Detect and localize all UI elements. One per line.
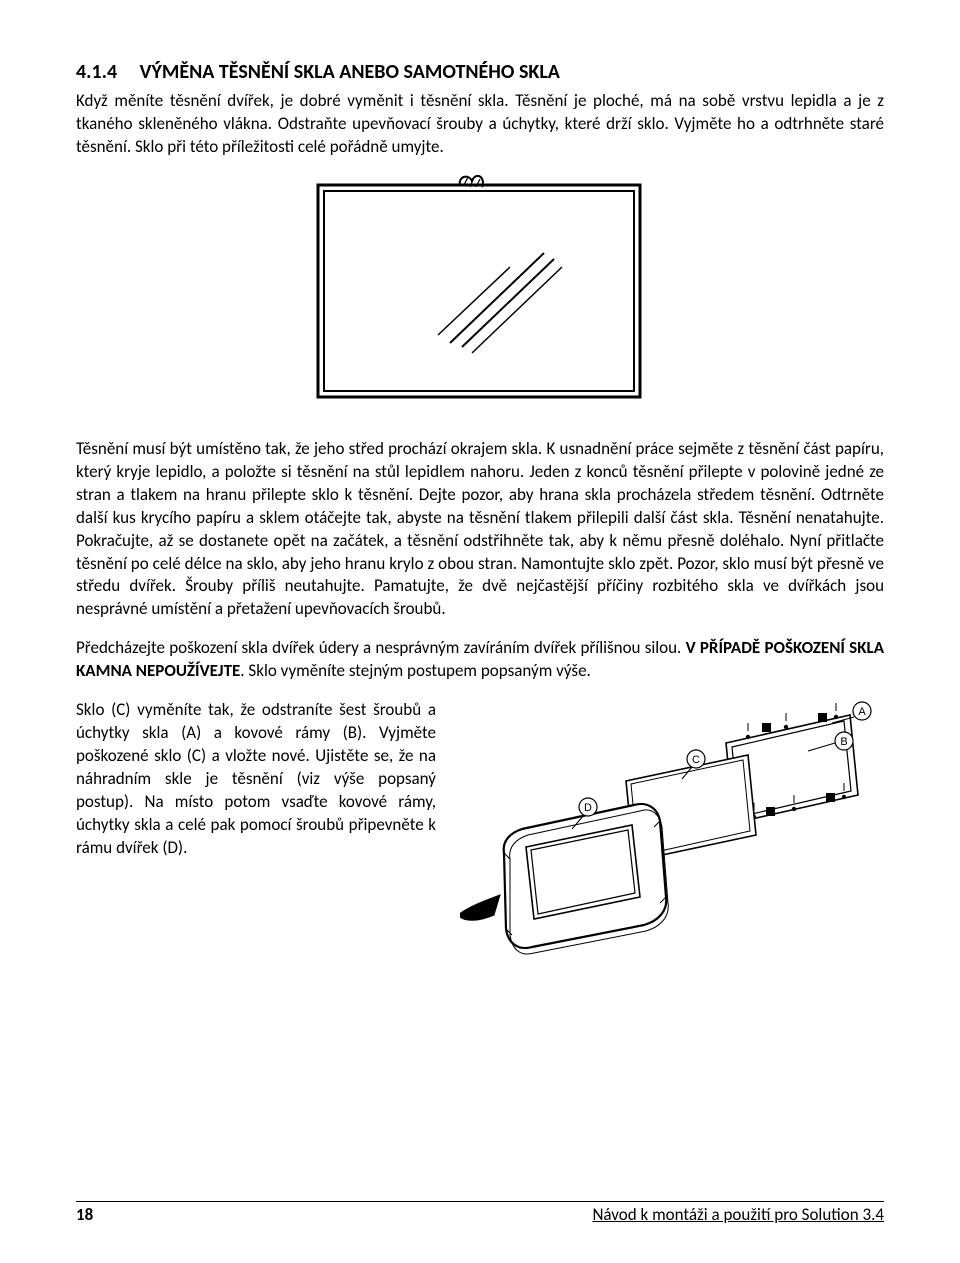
figure-exploded: A B C [460,699,884,964]
section-title: VÝMĚNA TĚSNĚNÍ SKLA ANEBO SAMOTNÉHO SKLA [140,60,560,84]
section-heading: 4.1.4 VÝMĚNA TĚSNĚNÍ SKLA ANEBO SAMOTNÉH… [76,60,884,84]
label-a: A [858,706,866,718]
label-b: B [840,736,847,748]
page-number: 18 [76,1204,93,1225]
paragraph-warning: Předcházejte poškození skla dvířek údery… [76,637,884,683]
paragraph-replace: Sklo (C) vyměníte tak, že odstraníte šes… [76,699,436,860]
label-c: C [692,754,700,766]
doc-title: Návod k montáži a použití pro Solution 3… [592,1204,884,1225]
figure-glass-seal [76,175,884,410]
page-footer: 18 Návod k montáži a použití pro Solutio… [76,1201,884,1225]
warning-pre: Předcházejte poškození skla dvířek údery… [76,637,686,658]
paragraph-procedure: Těsnění musí být umístěno tak, že jeho s… [76,438,884,622]
warning-post: . Sklo vyměníte stejným postupem popsaný… [240,660,591,681]
label-d: D [584,802,592,814]
paragraph-intro: Když měníte těsnění dvířek, je dobré vym… [76,90,884,159]
section-number: 4.1.4 [76,60,117,84]
